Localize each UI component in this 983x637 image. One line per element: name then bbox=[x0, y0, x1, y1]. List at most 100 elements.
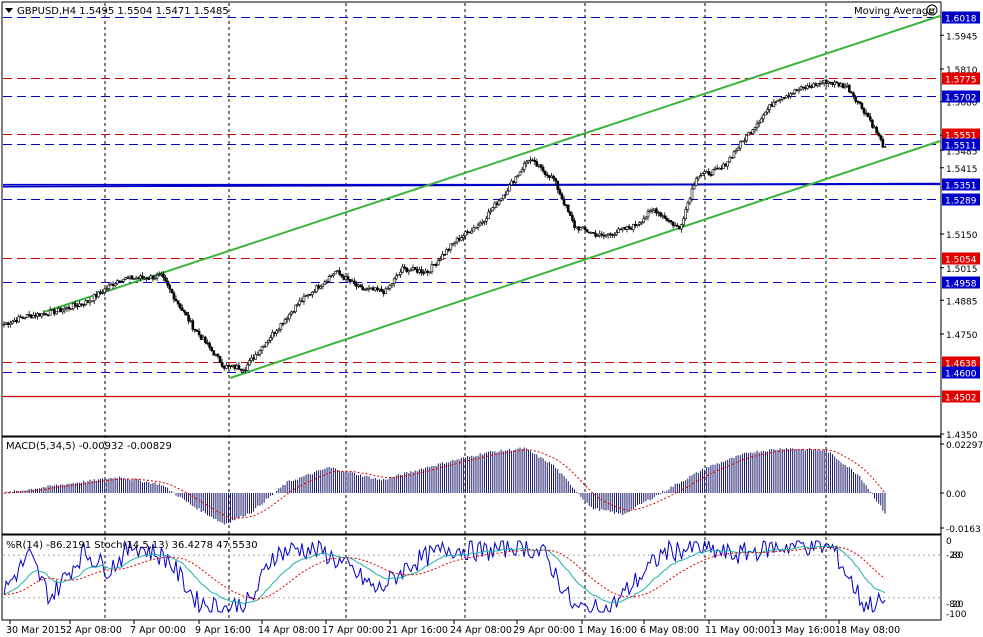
candle bbox=[17, 314, 20, 324]
channel-lower-line[interactable] bbox=[229, 140, 941, 379]
candle bbox=[757, 119, 761, 128]
candle bbox=[422, 269, 425, 276]
svg-text:1.5289: 1.5289 bbox=[945, 197, 977, 207]
candle bbox=[141, 272, 144, 280]
candle bbox=[745, 134, 748, 143]
candle bbox=[768, 104, 771, 114]
candle bbox=[741, 140, 744, 143]
candle bbox=[571, 212, 574, 223]
candle bbox=[277, 327, 281, 333]
candle bbox=[220, 358, 224, 368]
candle bbox=[292, 310, 295, 314]
candle bbox=[197, 328, 201, 338]
candle bbox=[172, 290, 176, 303]
osc-tick-label: 80 bbox=[952, 551, 964, 561]
candle bbox=[115, 279, 119, 285]
time-axis-label: 21 Apr 16:00 bbox=[386, 625, 448, 636]
candle bbox=[520, 166, 524, 173]
candle bbox=[875, 125, 878, 134]
candle bbox=[436, 258, 440, 266]
channel-upper-line[interactable] bbox=[43, 15, 941, 313]
candle bbox=[212, 350, 216, 356]
candle bbox=[732, 150, 736, 159]
candle bbox=[820, 79, 824, 85]
candle bbox=[386, 286, 390, 290]
candle bbox=[432, 264, 436, 266]
candle bbox=[850, 91, 853, 94]
chart-menu-icon[interactable] bbox=[5, 8, 13, 13]
candle bbox=[738, 140, 742, 151]
candle bbox=[470, 227, 474, 234]
candle bbox=[816, 83, 820, 88]
level-price-tag: 1.4638 bbox=[942, 356, 980, 370]
price-tick-label: 1.5810 bbox=[946, 66, 978, 76]
smiley-icon[interactable] bbox=[926, 4, 938, 16]
candle bbox=[879, 133, 883, 142]
candle bbox=[61, 307, 65, 315]
candle bbox=[170, 288, 174, 294]
time-axis-label: 6 May 08:00 bbox=[640, 625, 699, 636]
candle bbox=[130, 275, 134, 280]
candle bbox=[579, 226, 583, 231]
candle bbox=[315, 284, 318, 293]
candle bbox=[296, 302, 299, 307]
oscillator-panel[interactable] bbox=[1, 534, 942, 621]
candle bbox=[449, 243, 453, 253]
price-tick-label: 1.5485 bbox=[946, 147, 978, 157]
candle bbox=[445, 247, 448, 255]
candle bbox=[107, 282, 111, 292]
candle bbox=[665, 215, 669, 222]
candle bbox=[743, 137, 746, 145]
candle bbox=[736, 145, 740, 151]
candle bbox=[848, 84, 851, 94]
candle bbox=[640, 221, 643, 226]
candle bbox=[266, 339, 270, 345]
candle bbox=[764, 111, 767, 116]
candle bbox=[122, 278, 125, 282]
candle bbox=[92, 293, 96, 304]
macd-tick-label: 0.02297 bbox=[946, 441, 983, 451]
candle bbox=[480, 219, 484, 226]
price-panel[interactable] bbox=[1, 1, 942, 437]
candle bbox=[680, 223, 683, 233]
candle bbox=[728, 155, 732, 164]
candle bbox=[120, 280, 123, 283]
candle bbox=[451, 242, 455, 247]
candle bbox=[441, 251, 444, 260]
candle bbox=[799, 85, 803, 91]
price-tick-label: 1.5150 bbox=[946, 231, 978, 241]
candle bbox=[237, 361, 241, 370]
candle bbox=[262, 344, 266, 348]
candle bbox=[304, 294, 308, 297]
candle bbox=[38, 313, 41, 317]
candle bbox=[646, 208, 650, 221]
candle bbox=[67, 304, 71, 312]
candle bbox=[499, 198, 503, 202]
candle bbox=[225, 362, 228, 370]
svg-text:1.6018: 1.6018 bbox=[945, 15, 977, 25]
candle bbox=[533, 156, 536, 165]
candle bbox=[613, 232, 616, 239]
svg-text:1.5511: 1.5511 bbox=[945, 142, 977, 152]
candle bbox=[539, 163, 543, 171]
candle bbox=[271, 329, 274, 341]
candle bbox=[778, 98, 782, 104]
candle bbox=[774, 100, 778, 106]
candle bbox=[881, 136, 885, 148]
candle bbox=[793, 88, 797, 96]
candle bbox=[348, 278, 352, 285]
support-band-line[interactable] bbox=[2, 182, 941, 188]
level-lines bbox=[2, 17, 941, 398]
candle bbox=[168, 282, 172, 293]
candle bbox=[566, 204, 570, 214]
svg-text:1.5775: 1.5775 bbox=[945, 76, 977, 86]
candle bbox=[711, 169, 715, 176]
price-tick-label: 1.4885 bbox=[946, 297, 978, 307]
candle bbox=[468, 231, 471, 234]
candle bbox=[394, 272, 398, 281]
level-price-tag: 1.4958 bbox=[942, 276, 980, 290]
time-axis-label: 14 Apr 08:00 bbox=[258, 625, 320, 636]
candle bbox=[405, 267, 409, 273]
